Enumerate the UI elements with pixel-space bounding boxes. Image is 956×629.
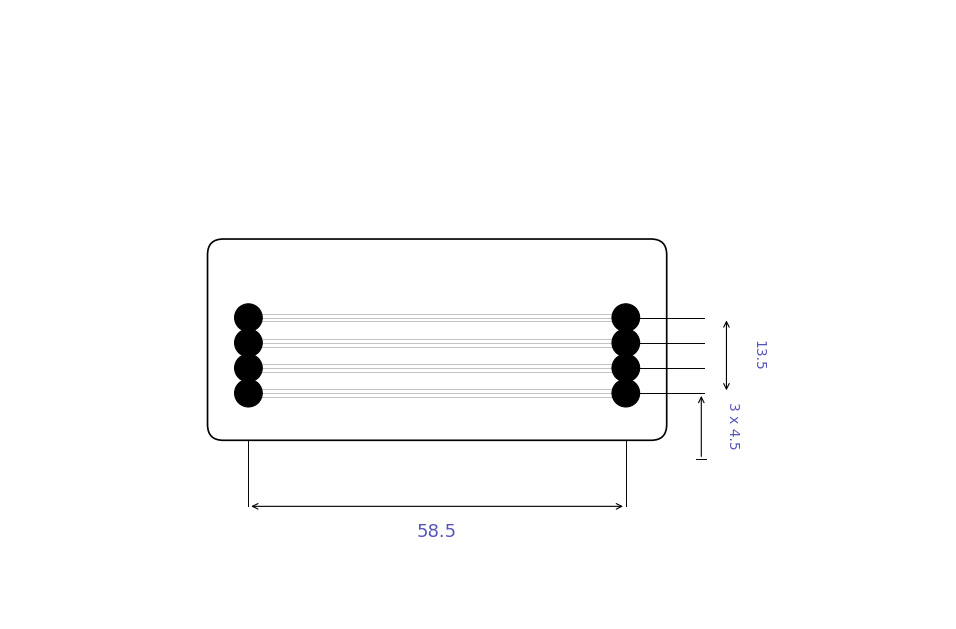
Circle shape <box>622 390 629 396</box>
Circle shape <box>612 354 640 382</box>
Circle shape <box>619 336 633 350</box>
Circle shape <box>242 361 255 375</box>
Circle shape <box>242 386 255 400</box>
Circle shape <box>622 314 629 321</box>
Text: 13.5: 13.5 <box>751 340 766 370</box>
Circle shape <box>234 379 262 407</box>
Circle shape <box>234 329 262 357</box>
Circle shape <box>622 340 629 346</box>
Circle shape <box>246 314 251 321</box>
Text: 58.5: 58.5 <box>417 523 457 540</box>
Text: 3 x 4.5: 3 x 4.5 <box>727 403 741 450</box>
Circle shape <box>619 311 633 325</box>
Circle shape <box>619 386 633 400</box>
Circle shape <box>246 340 251 346</box>
Circle shape <box>612 379 640 407</box>
Circle shape <box>622 365 629 371</box>
Circle shape <box>246 365 251 371</box>
Circle shape <box>612 304 640 331</box>
Circle shape <box>234 304 262 331</box>
FancyBboxPatch shape <box>207 239 666 440</box>
Circle shape <box>242 336 255 350</box>
Circle shape <box>242 311 255 325</box>
Circle shape <box>619 361 633 375</box>
Circle shape <box>246 390 251 396</box>
Circle shape <box>234 354 262 382</box>
Circle shape <box>612 329 640 357</box>
